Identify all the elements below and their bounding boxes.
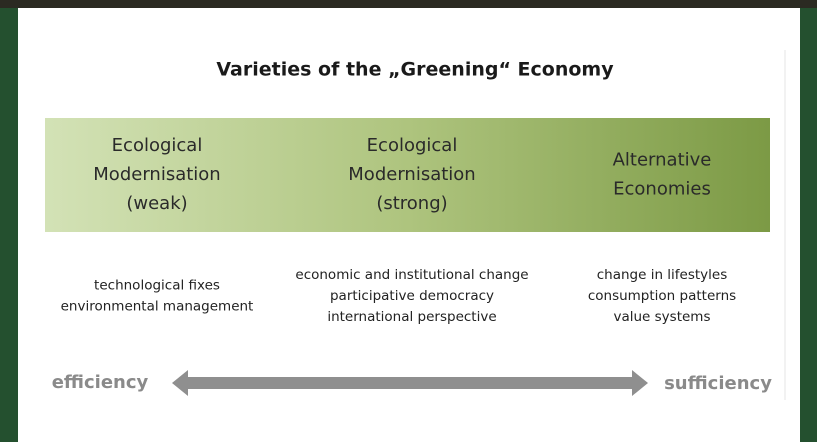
scale-left: efficiency — [52, 372, 149, 393]
slide: Varieties of the „Greening“ Economy effi… — [0, 0, 817, 442]
top-strip — [0, 0, 817, 8]
column-description: value systems — [613, 309, 710, 325]
column-description: economic and institutional change — [295, 267, 528, 283]
column-heading: Alternative — [613, 150, 712, 171]
column-description: consumption patterns — [588, 288, 736, 304]
column-heading: Ecological — [112, 135, 203, 156]
column-description: participative democracy — [330, 288, 494, 304]
column-heading: (weak) — [126, 193, 187, 214]
diagram-title: Varieties of the „Greening“ Economy — [216, 59, 614, 81]
column-description: environmental management — [61, 299, 254, 315]
column-description: change in lifestyles — [597, 267, 728, 283]
column-heading: Ecological — [367, 135, 458, 156]
column-heading: Modernisation — [348, 164, 475, 185]
column-description: international perspective — [327, 309, 496, 325]
column-description: technological fixes — [94, 278, 220, 294]
column-heading: Modernisation — [93, 164, 220, 185]
scale-right: sufficiency — [664, 373, 772, 394]
column-heading: (strong) — [376, 193, 447, 214]
column-heading: Economies — [613, 179, 711, 200]
